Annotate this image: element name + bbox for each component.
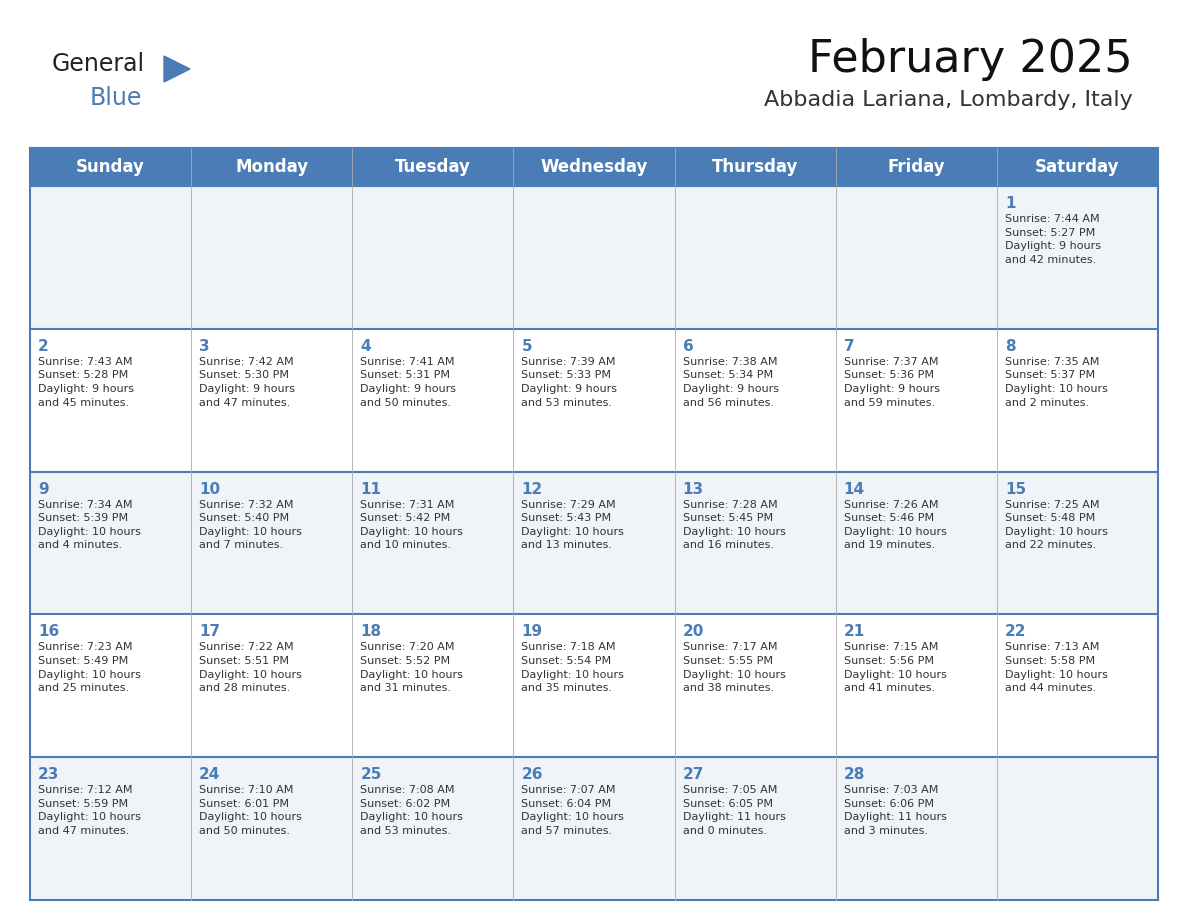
Text: Sunrise: 7:41 AM
Sunset: 5:31 PM
Daylight: 9 hours
and 50 minutes.: Sunrise: 7:41 AM Sunset: 5:31 PM Dayligh… [360,357,456,408]
Text: Sunrise: 7:31 AM
Sunset: 5:42 PM
Daylight: 10 hours
and 10 minutes.: Sunrise: 7:31 AM Sunset: 5:42 PM Dayligh… [360,499,463,551]
Text: Sunrise: 7:15 AM
Sunset: 5:56 PM
Daylight: 10 hours
and 41 minutes.: Sunrise: 7:15 AM Sunset: 5:56 PM Dayligh… [843,643,947,693]
Text: 16: 16 [38,624,59,640]
Text: Blue: Blue [90,86,143,110]
Text: Saturday: Saturday [1035,158,1119,176]
Text: Sunrise: 7:07 AM
Sunset: 6:04 PM
Daylight: 10 hours
and 57 minutes.: Sunrise: 7:07 AM Sunset: 6:04 PM Dayligh… [522,785,625,836]
Text: 5: 5 [522,339,532,353]
Text: 18: 18 [360,624,381,640]
Text: Sunrise: 7:25 AM
Sunset: 5:48 PM
Daylight: 10 hours
and 22 minutes.: Sunrise: 7:25 AM Sunset: 5:48 PM Dayligh… [1005,499,1107,551]
Text: Sunrise: 7:29 AM
Sunset: 5:43 PM
Daylight: 10 hours
and 13 minutes.: Sunrise: 7:29 AM Sunset: 5:43 PM Dayligh… [522,499,625,551]
Text: Sunrise: 7:10 AM
Sunset: 6:01 PM
Daylight: 10 hours
and 50 minutes.: Sunrise: 7:10 AM Sunset: 6:01 PM Dayligh… [200,785,302,836]
Text: 7: 7 [843,339,854,353]
Text: Sunrise: 7:08 AM
Sunset: 6:02 PM
Daylight: 10 hours
and 53 minutes.: Sunrise: 7:08 AM Sunset: 6:02 PM Dayligh… [360,785,463,836]
Text: 21: 21 [843,624,865,640]
Text: Wednesday: Wednesday [541,158,647,176]
Text: Sunrise: 7:32 AM
Sunset: 5:40 PM
Daylight: 10 hours
and 7 minutes.: Sunrise: 7:32 AM Sunset: 5:40 PM Dayligh… [200,499,302,551]
Bar [30,148,1158,186]
Text: Sunrise: 7:17 AM
Sunset: 5:55 PM
Daylight: 10 hours
and 38 minutes.: Sunrise: 7:17 AM Sunset: 5:55 PM Dayligh… [683,643,785,693]
Text: 4: 4 [360,339,371,353]
Text: 13: 13 [683,482,703,497]
Text: Sunrise: 7:43 AM
Sunset: 5:28 PM
Daylight: 9 hours
and 45 minutes.: Sunrise: 7:43 AM Sunset: 5:28 PM Dayligh… [38,357,134,408]
Bar [30,472,1158,614]
Text: 26: 26 [522,767,543,782]
Text: Sunrise: 7:22 AM
Sunset: 5:51 PM
Daylight: 10 hours
and 28 minutes.: Sunrise: 7:22 AM Sunset: 5:51 PM Dayligh… [200,643,302,693]
Text: Sunrise: 7:34 AM
Sunset: 5:39 PM
Daylight: 10 hours
and 4 minutes.: Sunrise: 7:34 AM Sunset: 5:39 PM Dayligh… [38,499,141,551]
Text: Abbadia Lariana, Lombardy, Italy: Abbadia Lariana, Lombardy, Italy [764,90,1133,110]
Text: 15: 15 [1005,482,1026,497]
Text: Monday: Monday [235,158,308,176]
Text: Friday: Friday [887,158,946,176]
Text: Sunrise: 7:37 AM
Sunset: 5:36 PM
Daylight: 9 hours
and 59 minutes.: Sunrise: 7:37 AM Sunset: 5:36 PM Dayligh… [843,357,940,408]
Text: Tuesday: Tuesday [394,158,470,176]
Text: Sunrise: 7:13 AM
Sunset: 5:58 PM
Daylight: 10 hours
and 44 minutes.: Sunrise: 7:13 AM Sunset: 5:58 PM Dayligh… [1005,643,1107,693]
Text: Sunrise: 7:38 AM
Sunset: 5:34 PM
Daylight: 9 hours
and 56 minutes.: Sunrise: 7:38 AM Sunset: 5:34 PM Dayligh… [683,357,778,408]
Text: 23: 23 [38,767,59,782]
Bar [30,186,1158,329]
Text: 17: 17 [200,624,220,640]
Polygon shape [164,56,190,82]
Text: Sunrise: 7:44 AM
Sunset: 5:27 PM
Daylight: 9 hours
and 42 minutes.: Sunrise: 7:44 AM Sunset: 5:27 PM Dayligh… [1005,214,1101,264]
Text: General: General [52,52,145,76]
Text: Sunrise: 7:03 AM
Sunset: 6:06 PM
Daylight: 11 hours
and 3 minutes.: Sunrise: 7:03 AM Sunset: 6:06 PM Dayligh… [843,785,947,836]
Text: 8: 8 [1005,339,1016,353]
Text: 10: 10 [200,482,220,497]
Text: 11: 11 [360,482,381,497]
Text: Sunrise: 7:42 AM
Sunset: 5:30 PM
Daylight: 9 hours
and 47 minutes.: Sunrise: 7:42 AM Sunset: 5:30 PM Dayligh… [200,357,295,408]
Text: 20: 20 [683,624,704,640]
Text: 12: 12 [522,482,543,497]
Text: Sunrise: 7:35 AM
Sunset: 5:37 PM
Daylight: 10 hours
and 2 minutes.: Sunrise: 7:35 AM Sunset: 5:37 PM Dayligh… [1005,357,1107,408]
Bar [30,614,1158,757]
Text: Sunday: Sunday [76,158,145,176]
Text: 25: 25 [360,767,381,782]
Text: 24: 24 [200,767,221,782]
Text: Sunrise: 7:05 AM
Sunset: 6:05 PM
Daylight: 11 hours
and 0 minutes.: Sunrise: 7:05 AM Sunset: 6:05 PM Dayligh… [683,785,785,836]
Text: 14: 14 [843,482,865,497]
Text: 27: 27 [683,767,704,782]
Text: 3: 3 [200,339,210,353]
Text: 19: 19 [522,624,543,640]
Text: Sunrise: 7:18 AM
Sunset: 5:54 PM
Daylight: 10 hours
and 35 minutes.: Sunrise: 7:18 AM Sunset: 5:54 PM Dayligh… [522,643,625,693]
Text: Sunrise: 7:26 AM
Sunset: 5:46 PM
Daylight: 10 hours
and 19 minutes.: Sunrise: 7:26 AM Sunset: 5:46 PM Dayligh… [843,499,947,551]
Text: Sunrise: 7:39 AM
Sunset: 5:33 PM
Daylight: 9 hours
and 53 minutes.: Sunrise: 7:39 AM Sunset: 5:33 PM Dayligh… [522,357,618,408]
Text: 28: 28 [843,767,865,782]
Text: Sunrise: 7:12 AM
Sunset: 5:59 PM
Daylight: 10 hours
and 47 minutes.: Sunrise: 7:12 AM Sunset: 5:59 PM Dayligh… [38,785,141,836]
Text: February 2025: February 2025 [808,38,1133,81]
Text: 6: 6 [683,339,694,353]
Text: Sunrise: 7:23 AM
Sunset: 5:49 PM
Daylight: 10 hours
and 25 minutes.: Sunrise: 7:23 AM Sunset: 5:49 PM Dayligh… [38,643,141,693]
Text: Sunrise: 7:28 AM
Sunset: 5:45 PM
Daylight: 10 hours
and 16 minutes.: Sunrise: 7:28 AM Sunset: 5:45 PM Dayligh… [683,499,785,551]
Text: 22: 22 [1005,624,1026,640]
Bar [30,329,1158,472]
Text: 2: 2 [38,339,49,353]
Text: 1: 1 [1005,196,1016,211]
Text: 9: 9 [38,482,49,497]
Text: Thursday: Thursday [712,158,798,176]
Bar [30,757,1158,900]
Text: Sunrise: 7:20 AM
Sunset: 5:52 PM
Daylight: 10 hours
and 31 minutes.: Sunrise: 7:20 AM Sunset: 5:52 PM Dayligh… [360,643,463,693]
